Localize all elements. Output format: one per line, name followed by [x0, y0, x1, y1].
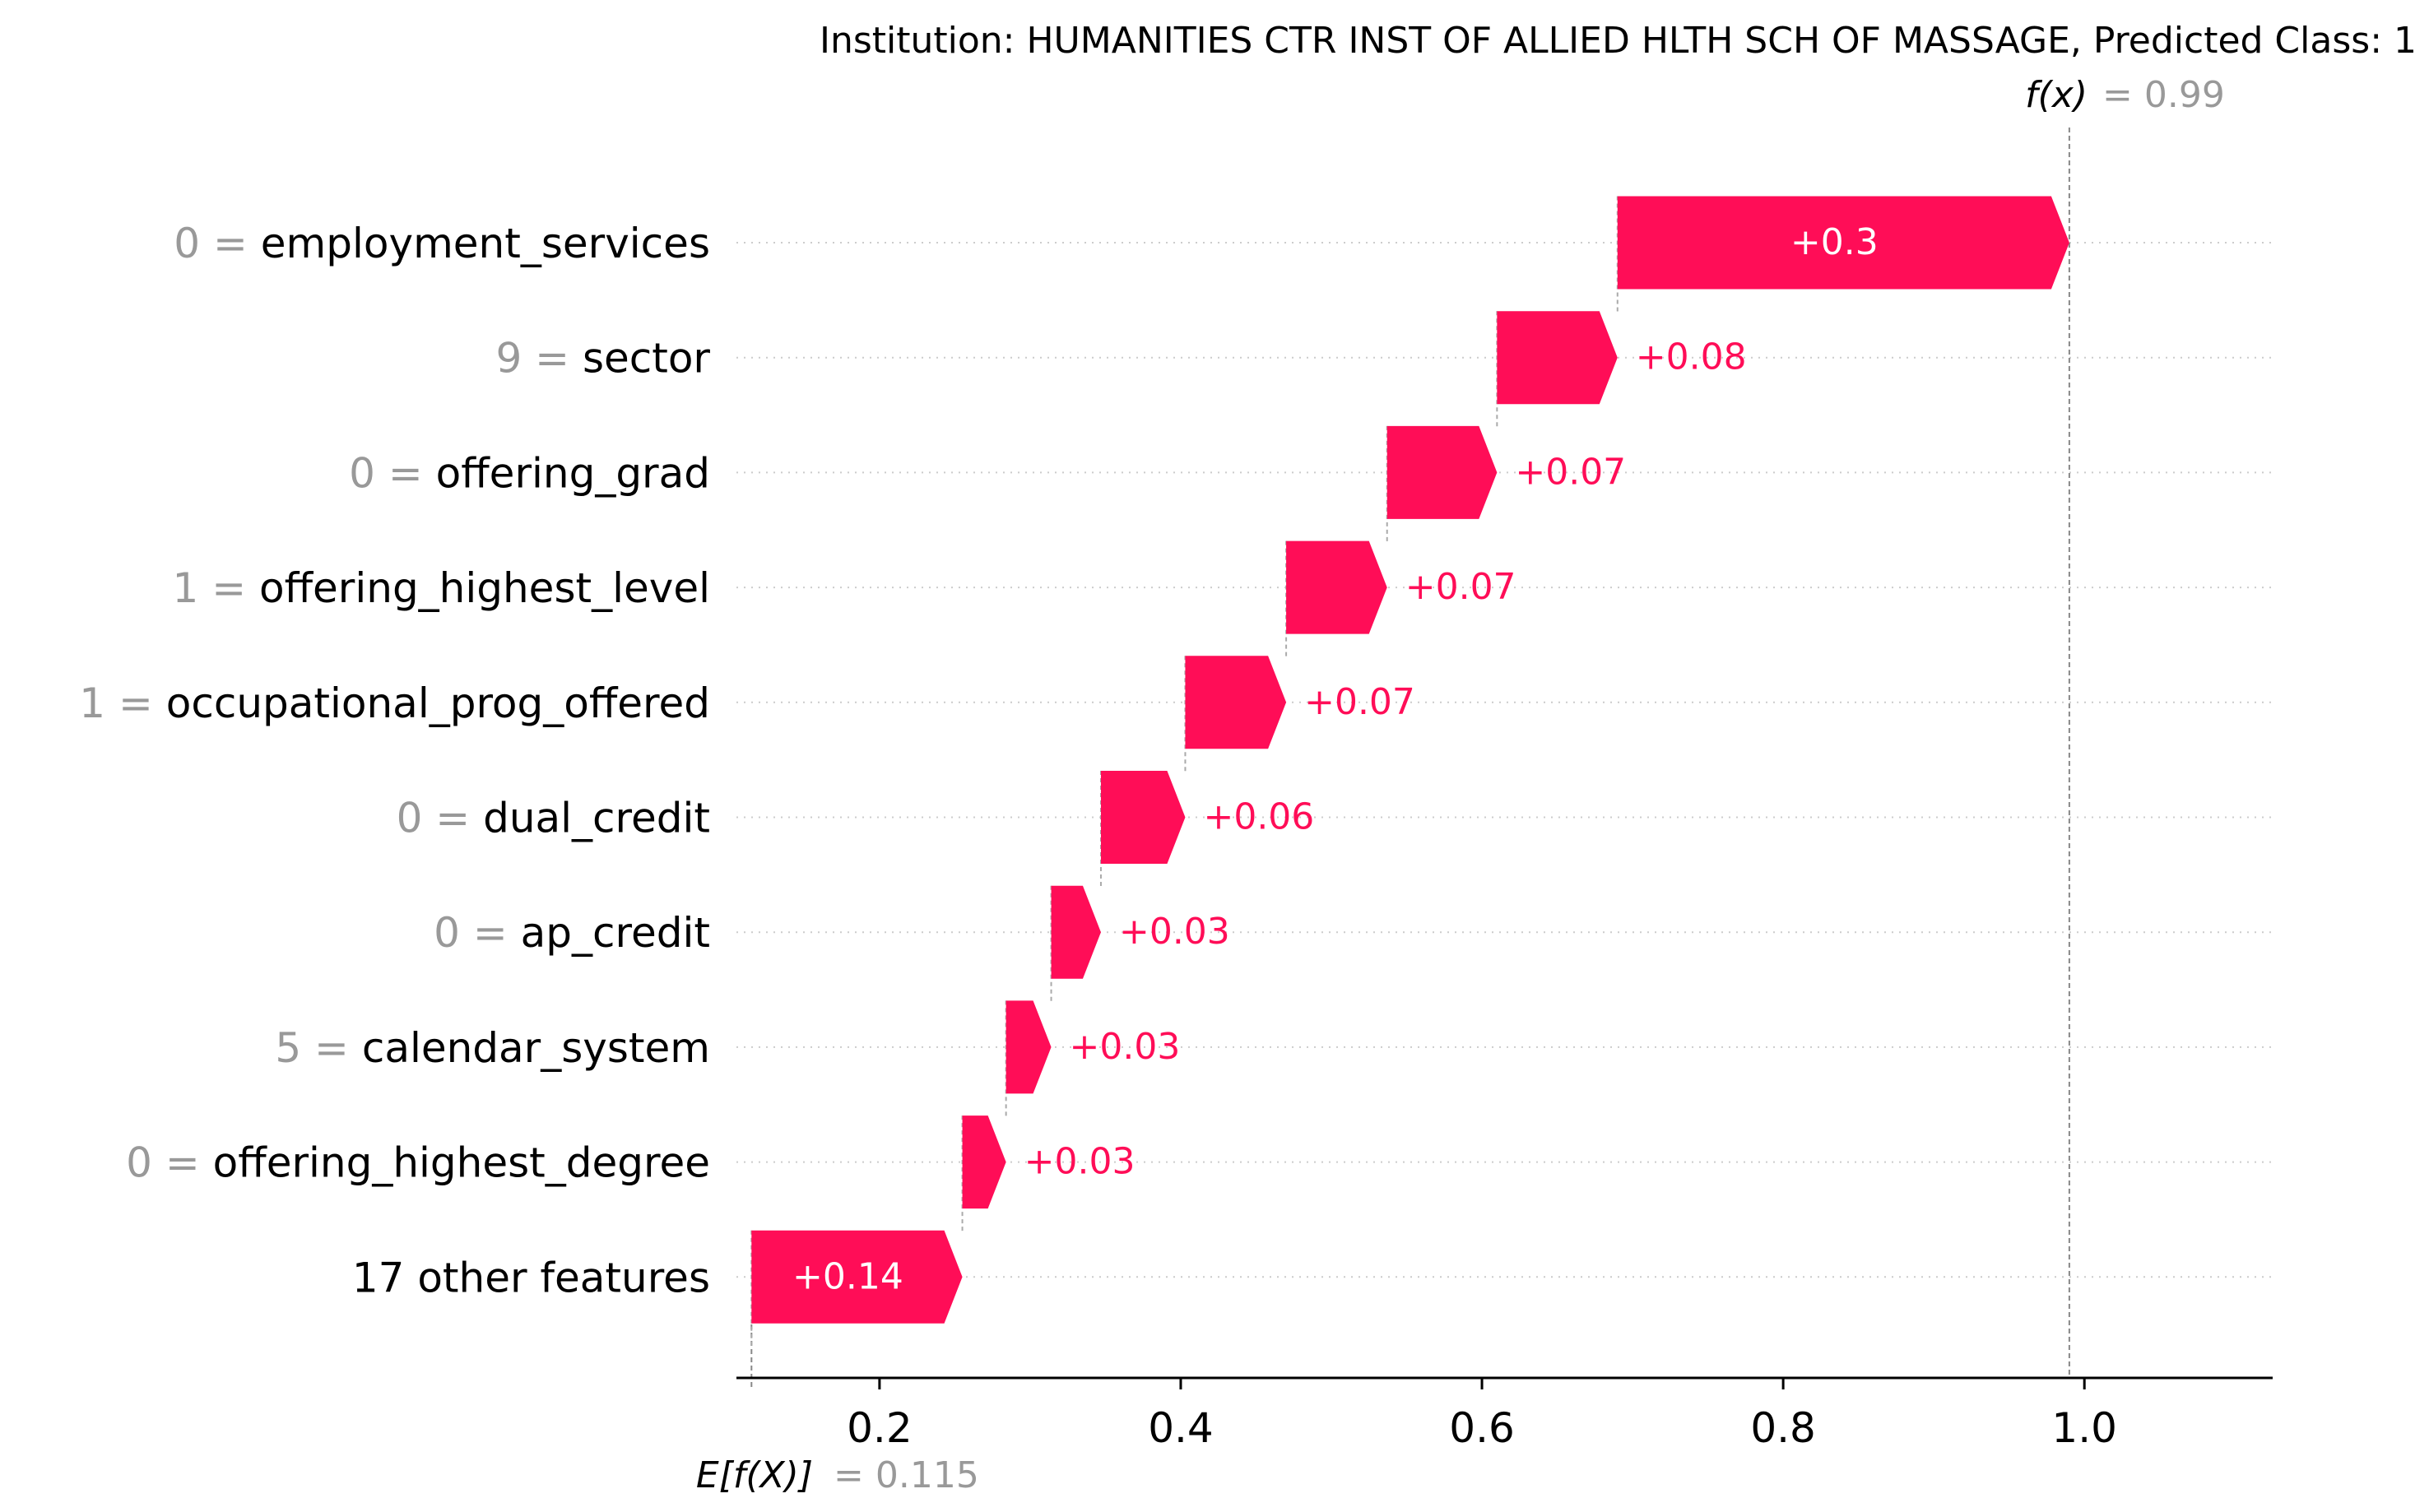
bar-17-other-features	[751, 1230, 963, 1324]
fx-value: = 0.99	[2102, 74, 2225, 116]
feature-label: 1 = occupational_prog_offered	[79, 679, 710, 727]
feature-value: 0 =	[397, 795, 484, 842]
feature-name: dual_credit	[483, 795, 710, 842]
x-tick-label: 0.4	[1148, 1404, 1214, 1452]
base-value: = 0.115	[834, 1454, 979, 1496]
feature-name: 17 other features	[352, 1254, 710, 1301]
feature-value: 0 =	[349, 449, 436, 497]
bar-value-label: +0.14	[792, 1255, 903, 1297]
bar-value-label: +0.03	[1070, 1026, 1181, 1068]
base-value-label: E[f(X)]	[696, 1454, 813, 1496]
feature-name: offering_highest_degree	[213, 1139, 710, 1187]
feature-name: calendar_system	[362, 1024, 710, 1072]
base-value-annotation: E[f(X)] = 0.115	[696, 1454, 979, 1496]
connector-lines	[750, 128, 2070, 1390]
bars	[751, 196, 2069, 1324]
feature-label: 0 = offering_highest_degree	[126, 1139, 710, 1187]
bar-sector	[1497, 311, 1618, 405]
feature-name: offering_highest_level	[259, 564, 710, 612]
x-tick-label: 0.6	[1449, 1404, 1515, 1452]
bar-value-label: +0.03	[1024, 1141, 1136, 1183]
bar-offering_grad	[1386, 425, 1498, 519]
bar-value-label: +0.07	[1405, 566, 1516, 608]
bar-value-label: +0.08	[1636, 336, 1747, 378]
bar-employment_services	[1617, 196, 2069, 290]
bar-dual_credit	[1100, 771, 1186, 864]
feature-name: sector	[583, 335, 710, 383]
x-tick-label: 1.0	[2051, 1404, 2117, 1452]
bar-value-label: +0.07	[1304, 681, 1415, 723]
feature-name: employment_services	[261, 220, 710, 267]
x-tick-label: 0.8	[1750, 1404, 1816, 1452]
feature-name: offering_grad	[436, 449, 710, 497]
bar-occupational_prog_offered	[1185, 656, 1287, 749]
feature-name: ap_credit	[521, 909, 710, 957]
feature-label: 17 other features	[352, 1254, 710, 1301]
feature-value: 9 =	[495, 335, 583, 383]
bar-value-label: +0.3	[1790, 221, 1879, 263]
feature-label: 1 = offering_highest_level	[173, 564, 711, 612]
bar-ap_credit	[1051, 885, 1101, 979]
bar-offering_highest_level	[1286, 540, 1387, 634]
feature-value: 1 =	[173, 564, 260, 612]
chart-title: Institution: HUMANITIES CTR INST OF ALLI…	[820, 20, 2417, 62]
bar-calendar_system	[1006, 1000, 1052, 1094]
bar-offering_highest_degree	[962, 1115, 1006, 1209]
x-tick-label: 0.2	[847, 1404, 913, 1452]
feature-value: 5 =	[275, 1024, 362, 1072]
feature-value: 0 =	[434, 909, 521, 957]
feature-label: 0 = ap_credit	[434, 909, 710, 957]
bar-value-label: +0.07	[1515, 451, 1626, 493]
fx-label: f(x)	[2025, 74, 2088, 116]
feature-value: 0 =	[174, 220, 261, 267]
feature-name: occupational_prog_offered	[166, 679, 710, 727]
feature-label: 0 = dual_credit	[397, 795, 710, 842]
feature-label: 5 = calendar_system	[275, 1024, 710, 1072]
x-axis: 0.2 0.4 0.6 0.8 1.0	[736, 1376, 2273, 1452]
feature-value: 0 =	[126, 1139, 213, 1187]
feature-label: 9 = sector	[495, 335, 710, 383]
bar-value-label: +0.03	[1119, 911, 1230, 953]
feature-label: 0 = employment_services	[174, 220, 710, 267]
feature-label: 0 = offering_grad	[349, 449, 710, 497]
bar-value-label: +0.06	[1203, 796, 1314, 838]
fx-annotation: f(x) = 0.99	[2025, 74, 2225, 116]
feature-labels: +0.3 0 = employment_services +0.08 9 = sect…	[79, 220, 1878, 1301]
feature-value: 1 =	[79, 679, 166, 727]
